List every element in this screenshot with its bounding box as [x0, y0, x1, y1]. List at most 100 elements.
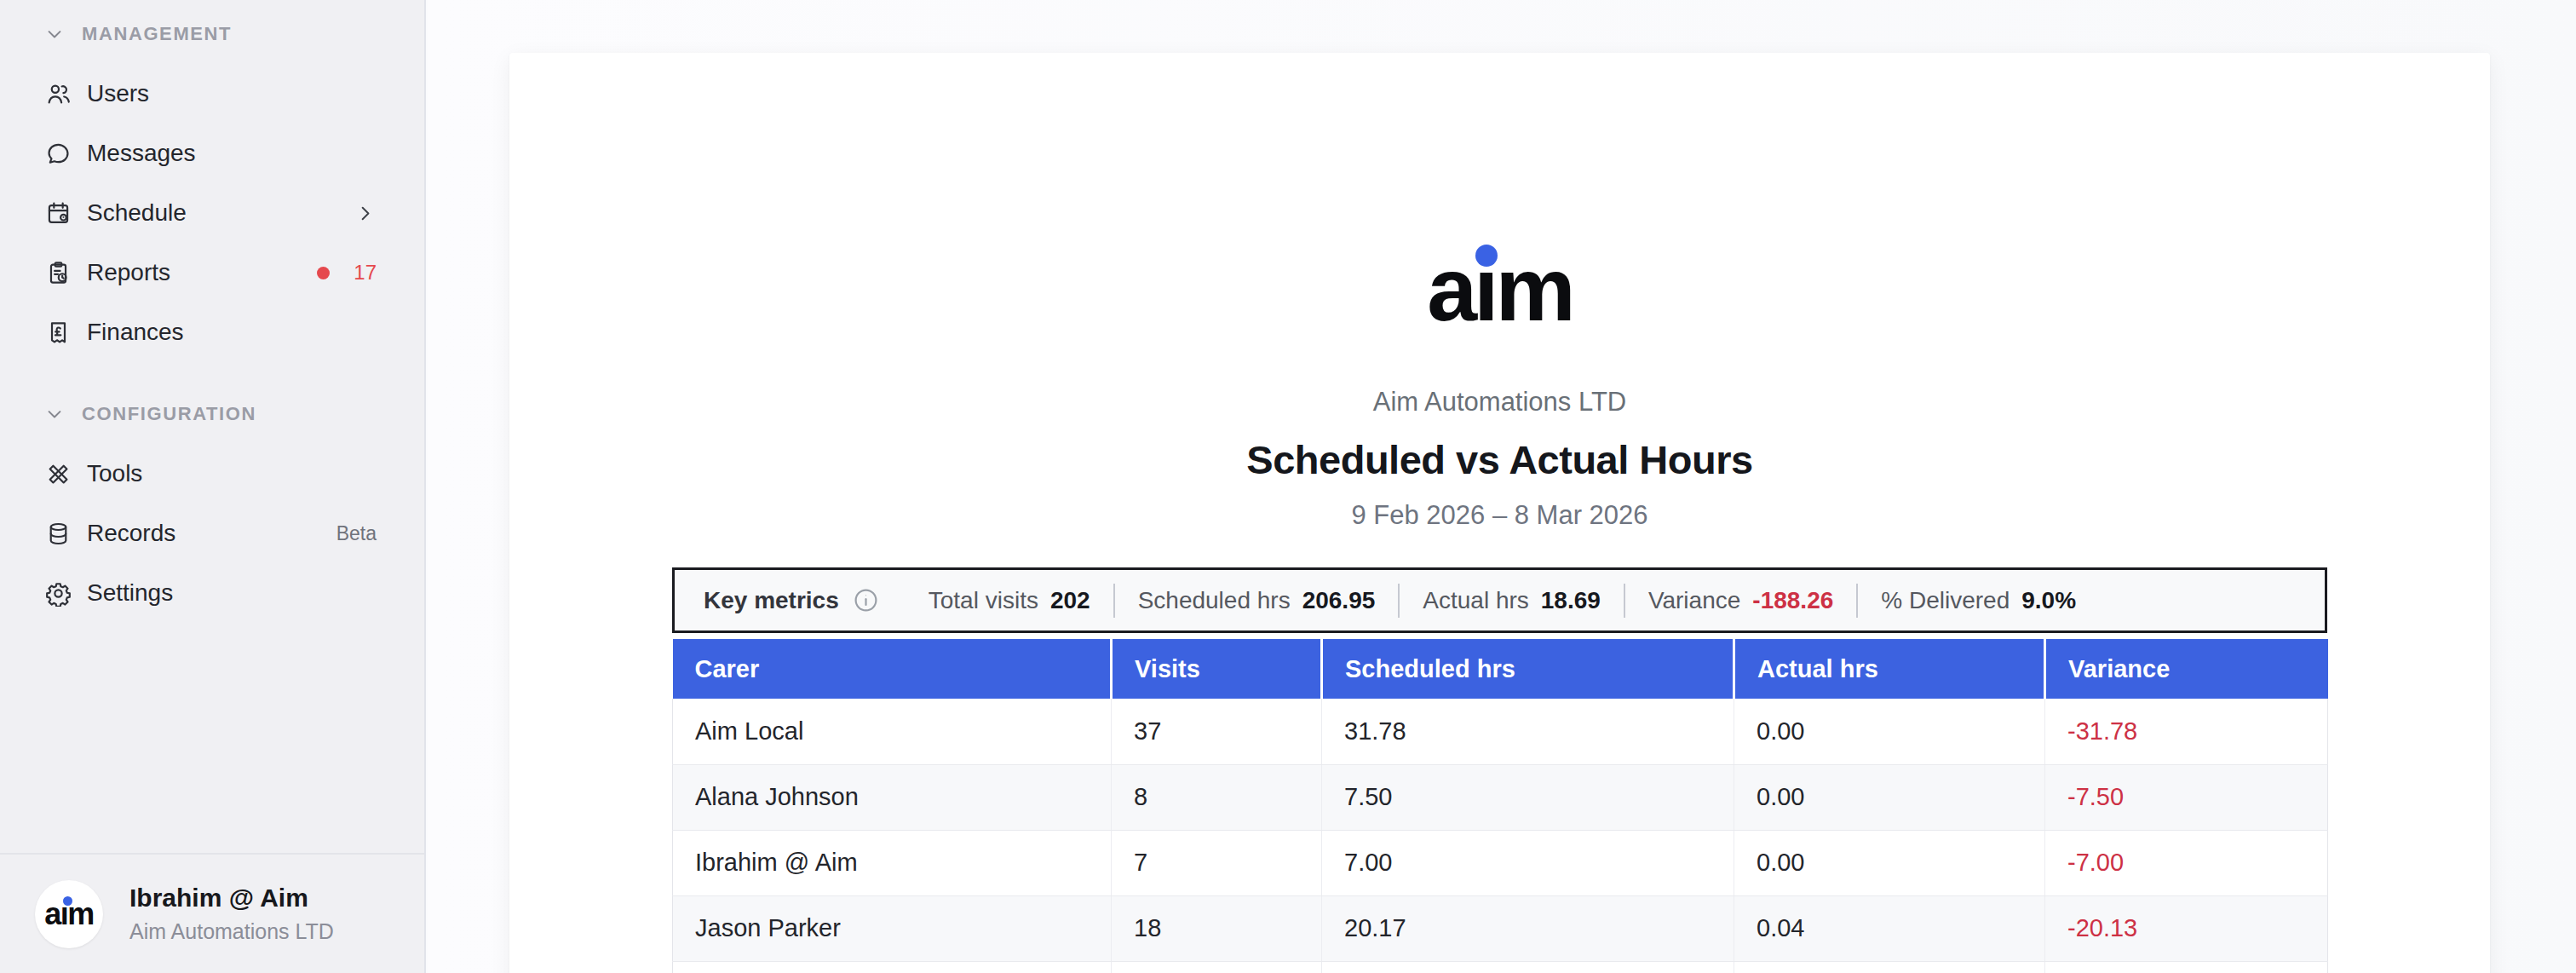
user-profile[interactable]: aım Ibrahim @ Aim Aim Automations LTD — [0, 853, 424, 973]
cell-variance: -7.00 — [2045, 830, 2328, 895]
report-org: Aim Automations LTD — [672, 387, 2327, 417]
report-logo-text: aım — [1427, 239, 1573, 339]
key-metrics-items: Total visits202Scheduled hrs206.95Actual… — [929, 584, 2076, 618]
section-label: CONFIGURATION — [82, 403, 256, 425]
cell-scheduled: 7.00 — [1322, 830, 1734, 895]
report-card: aım Aim Automations LTD Scheduled vs Act… — [509, 53, 2490, 973]
section-header-management[interactable]: MANAGEMENT — [0, 17, 424, 51]
section-label: MANAGEMENT — [82, 23, 232, 45]
cell-variance: -54.00 — [2045, 961, 2328, 973]
user-name: Ibrahim @ Aim — [129, 884, 334, 913]
metric-separator — [1624, 584, 1625, 618]
metric-value: -188.26 — [1752, 587, 1833, 614]
cell-carer: Alana Johnson — [673, 764, 1112, 830]
chevron-down-icon — [43, 402, 66, 426]
col-header-variance: Variance — [2045, 639, 2328, 699]
col-header-visits: Visits — [1112, 639, 1322, 699]
section-items: Users Messages Schedule Reports 17 Finances — [0, 64, 424, 362]
sidebar-item-schedule[interactable]: Schedule — [0, 183, 424, 243]
sidebar-item-tools[interactable]: Tools — [0, 444, 424, 504]
notification-count: 17 — [354, 261, 377, 285]
cell-variance: -20.13 — [2045, 895, 2328, 961]
sidebar-item-messages[interactable]: Messages — [0, 124, 424, 183]
cell-visits: 37 — [1112, 699, 1322, 764]
cell-scheduled: 20.17 — [1322, 895, 1734, 961]
cell-actual: 0.00 — [1734, 830, 2045, 895]
table-row: Ibrahim @ Aim77.000.00-7.00 — [673, 830, 2328, 895]
key-metrics-bar: Key metrics Total visits 202 Scheduled hrs… — [672, 567, 2327, 633]
users-icon — [45, 81, 72, 107]
section-items: Tools Records Beta Settings — [0, 444, 424, 623]
sidebar-item-label: Reports — [87, 259, 170, 286]
cell-visits: 8 — [1112, 764, 1322, 830]
cell-scheduled: 31.78 — [1322, 699, 1734, 764]
beta-tag: Beta — [336, 522, 377, 545]
sidebar-item-label: Finances — [87, 319, 184, 346]
sidebar-item-settings[interactable]: Settings — [0, 563, 424, 623]
calendar-pin-icon — [45, 200, 72, 227]
user-info: Ibrahim @ Aim Aim Automations LTD — [129, 884, 334, 944]
main-content: aım Aim Automations LTD Scheduled vs Act… — [428, 0, 2576, 973]
col-header-scheduled-hrs: Scheduled hrs — [1322, 639, 1734, 699]
carer-hours-table: CarerVisitsScheduled hrsActual hrsVarian… — [672, 639, 2328, 973]
sidebar-item-finances[interactable]: Finances — [0, 302, 424, 362]
cell-variance: -7.50 — [2045, 764, 2328, 830]
sidebar-item-records[interactable]: Records Beta — [0, 504, 424, 563]
receipt-pound-icon — [45, 320, 72, 346]
col-header-actual-hrs: Actual hrs — [1734, 639, 2045, 699]
cell-carer: Aim Local — [673, 699, 1112, 764]
sidebar-item-label: Tools — [87, 460, 142, 487]
cell-visits: 7 — [1112, 830, 1322, 895]
table-row: Jason Parker1820.170.04-20.13 — [673, 895, 2328, 961]
section-header-configuration[interactable]: CONFIGURATION — [0, 397, 424, 431]
metric-label: Total visits — [929, 587, 1038, 614]
logo-dot — [63, 896, 72, 906]
table-row: Kim Malikh3070.4116.41-54.00 — [673, 961, 2328, 973]
sidebar-section-management: MANAGEMENT Users Messages Schedule Reports 17… — [0, 0, 424, 362]
logo-dot — [1475, 245, 1498, 267]
metric-label: % Delivered — [1881, 587, 2010, 614]
sidebar: MANAGEMENT Users Messages Schedule Reports 17… — [0, 0, 426, 973]
sidebar-section-configuration: CONFIGURATION Tools Records Beta Settings — [0, 397, 424, 623]
report-date-range: 9 Feb 2026 – 8 Mar 2026 — [672, 500, 2327, 531]
metric-value: 9.0% — [2021, 587, 2076, 614]
report-title: Scheduled vs Actual Hours — [672, 436, 2327, 483]
sidebar-item-label: Schedule — [87, 199, 187, 227]
cell-actual: 16.41 — [1734, 961, 2045, 973]
metric-delivered: % Delivered 9.0% — [1881, 587, 2076, 614]
sidebar-item-label: Messages — [87, 140, 196, 167]
metric-separator — [1856, 584, 1858, 618]
message-bubble-icon — [45, 141, 72, 167]
cell-visits: 18 — [1112, 895, 1322, 961]
sidebar-item-reports[interactable]: Reports 17 — [0, 243, 424, 302]
metric-label: Scheduled hrs — [1138, 587, 1291, 614]
chevron-right-icon — [354, 202, 377, 225]
sidebar-item-users[interactable]: Users — [0, 64, 424, 124]
tools-icon — [45, 461, 72, 487]
sidebar-item-label: Settings — [87, 579, 173, 607]
table-row: Alana Johnson87.500.00-7.50 — [673, 764, 2328, 830]
table-row: Aim Local3731.780.00-31.78 — [673, 699, 2328, 764]
key-metrics-label: Key metrics — [704, 587, 839, 614]
report-clipboard-icon — [45, 260, 72, 286]
metric-actual-hrs: Actual hrs 18.69 — [1423, 587, 1601, 614]
cell-carer: Ibrahim @ Aim — [673, 830, 1112, 895]
cell-visits: 30 — [1112, 961, 1322, 973]
metric-value: 202 — [1050, 587, 1090, 614]
metric-value: 18.69 — [1541, 587, 1601, 614]
sidebar-item-label: Records — [87, 520, 175, 547]
report-logo: aım — [1427, 244, 1573, 334]
metric-label: Variance — [1648, 587, 1740, 614]
cell-variance: -31.78 — [2045, 699, 2328, 764]
metric-label: Actual hrs — [1423, 587, 1529, 614]
database-icon — [45, 521, 72, 547]
notification-dot — [317, 267, 330, 279]
info-icon[interactable] — [853, 587, 879, 613]
avatar: aım — [35, 880, 103, 948]
sidebar-item-label: Users — [87, 80, 149, 107]
cell-scheduled: 7.50 — [1322, 764, 1734, 830]
cell-actual: 0.00 — [1734, 699, 2045, 764]
table-header-row: CarerVisitsScheduled hrsActual hrsVarian… — [673, 639, 2328, 699]
cell-scheduled: 70.41 — [1322, 961, 1734, 973]
metric-separator — [1113, 584, 1115, 618]
